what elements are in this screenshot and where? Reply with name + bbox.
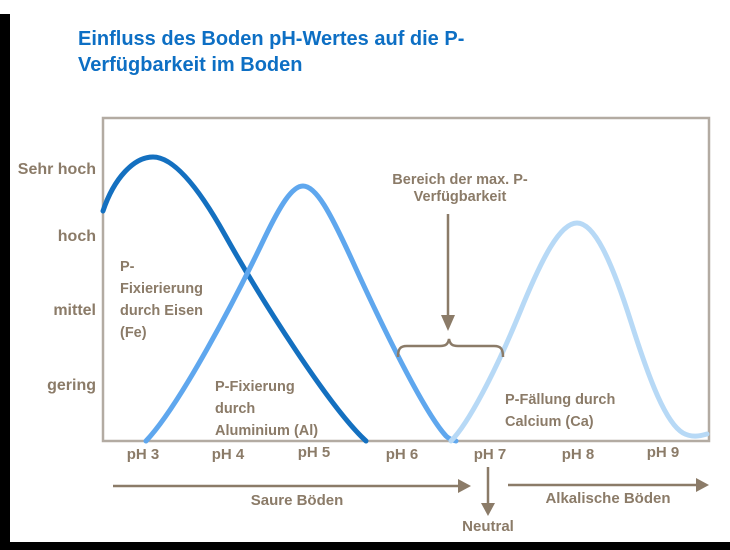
max-availability-label-line2: Verfügbarkeit <box>413 189 507 205</box>
left-black-border <box>0 14 10 550</box>
al-curve-label-line3: Aluminium (Al) <box>215 423 319 439</box>
x-tick-ph3: pH 3 <box>126 446 160 463</box>
y-axis-label-gering: gering <box>47 377 96 394</box>
x-tick-ph6: pH 6 <box>385 446 419 463</box>
al-curve-label-line1: P-Fixierung <box>215 379 295 395</box>
max-availability-bracket <box>396 338 505 358</box>
page-title-line2: Verfügbarkeit im Boden <box>78 54 303 77</box>
fe-curve-label: P- Fixierierung durch Eisen (Fe) <box>120 256 203 344</box>
fe-curve-label-line3: durch Eisen <box>120 303 203 319</box>
ca-curve-label-line2: Calcium (Ca) <box>505 414 594 430</box>
al-fixation-curve <box>143 183 459 444</box>
page-title: Einfluss des Boden pH-Wertes auf die P- … <box>78 26 638 79</box>
neutral-label: Neutral <box>462 518 514 535</box>
x-tick-ph4: pH 4 <box>211 446 245 463</box>
max-availability-label-line1: Bereich der max. P- <box>392 172 528 188</box>
x-tick-ph8: pH 8 <box>561 446 595 463</box>
fe-curve-label-line1: P- <box>120 259 135 275</box>
fe-fixation-curve <box>100 154 369 444</box>
x-tick-ph5: pH 5 <box>297 444 331 461</box>
al-curve-label-line2: durch <box>215 401 256 417</box>
ca-curve-label: P-Fällung durch Calcium (Ca) <box>505 389 615 433</box>
acidic-soils-arrowhead-icon <box>458 479 471 493</box>
max-availability-arrowhead-icon <box>441 315 455 331</box>
page-title-line1: Einfluss des Boden pH-Wertes auf die P- <box>78 28 465 50</box>
al-curve-label: P-Fixierung durch Aluminium (Al) <box>215 376 318 442</box>
neutral-arrowhead-icon <box>481 503 495 516</box>
plot-border <box>101 116 711 443</box>
fe-curve-label-line4: (Fe) <box>120 325 147 341</box>
alkaline-soils-label: Alkalische Böden <box>545 490 671 507</box>
ca-curve-label-line1: P-Fällung durch <box>505 392 616 408</box>
y-axis-label-hoch: hoch <box>57 228 96 245</box>
x-tick-ph9: pH 9 <box>646 444 680 461</box>
max-availability-label: Bereich der max. P- Verfügbarkeit <box>360 172 560 206</box>
x-tick-ph7: pH 7 <box>473 446 507 463</box>
fe-curve-label-line2: Fixierierung <box>120 281 203 297</box>
y-axis-label-mittel: mittel <box>53 302 96 319</box>
acidic-soils-label: Saure Böden <box>250 492 344 509</box>
bottom-black-border <box>0 542 730 550</box>
y-axis-label-sehr-hoch: Sehr hoch <box>17 161 96 178</box>
alkaline-soils-arrowhead-icon <box>696 478 709 492</box>
